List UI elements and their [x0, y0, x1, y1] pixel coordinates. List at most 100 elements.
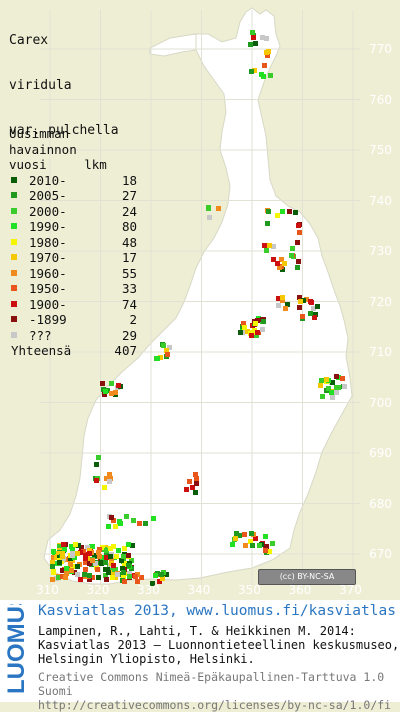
occurrence-square — [248, 42, 253, 47]
legend-count: 48 — [121, 234, 137, 250]
occurrence-square — [126, 563, 131, 568]
occurrence-square — [93, 561, 98, 566]
occurrence-square — [115, 572, 120, 577]
occurrence-square — [116, 383, 121, 388]
occurrence-square — [261, 319, 266, 324]
legend-row: 2010- 18 — [9, 173, 137, 189]
occurrence-square — [104, 548, 109, 553]
occurrence-square — [126, 553, 131, 558]
occurrence-square — [296, 223, 301, 228]
northing-tick-label: 730 — [369, 244, 392, 258]
occurrence-square — [194, 476, 199, 481]
occurrence-square — [230, 542, 235, 547]
occurrence-square — [276, 303, 281, 308]
occurrence-square — [110, 570, 115, 575]
legend-count: 55 — [121, 265, 137, 281]
occurrence-square — [87, 561, 92, 566]
legend-header-line: Uusimman — [9, 126, 70, 141]
legend-count: 80 — [121, 219, 137, 234]
occurrence-square — [271, 244, 276, 249]
legend-period: 1990- — [29, 219, 67, 234]
occurrence-square — [297, 305, 302, 310]
occurrence-square — [51, 549, 56, 554]
occurrence-square — [250, 30, 255, 35]
occurrence-square — [57, 544, 62, 549]
occurrence-square — [266, 209, 271, 214]
occurrence-square — [340, 376, 345, 381]
occurrence-square — [242, 325, 247, 330]
occurrence-square — [83, 556, 88, 561]
license-url[interactable]: http://creativecommons.org/licenses/by-n… — [38, 698, 392, 712]
occurrence-square — [159, 572, 164, 577]
legend-period: 1970- — [29, 250, 67, 265]
occurrence-square — [85, 545, 90, 550]
occurrence-square — [254, 333, 259, 338]
occurrence-square — [312, 315, 317, 320]
occurrence-square — [61, 542, 66, 547]
occurrence-square — [133, 574, 138, 579]
occurrence-square — [87, 577, 92, 582]
occurrence-square — [237, 533, 242, 538]
northing-tick-label: 750 — [369, 143, 392, 157]
occurrence-square — [245, 329, 250, 334]
occurrence-square — [51, 570, 56, 575]
occurrence-square — [265, 53, 270, 58]
occurrence-square — [277, 265, 282, 270]
occurrence-square — [68, 556, 73, 561]
occurrence-square — [207, 215, 212, 220]
occurrence-square — [96, 575, 101, 580]
occurrence-square — [102, 485, 107, 490]
occurrence-square — [253, 41, 258, 46]
occurrence-square — [68, 562, 73, 567]
occurrence-square — [70, 546, 75, 551]
cc-license-badge[interactable]: (cc) BY-NC-SA — [258, 569, 356, 585]
occurrence-square — [76, 543, 81, 548]
species-epithet: viridula — [9, 78, 72, 93]
occurrence-square — [72, 570, 77, 575]
occurrence-square — [100, 545, 105, 550]
occurrence-square — [70, 553, 75, 558]
svg-text:LUOMUS: LUOMUS — [4, 604, 30, 694]
occurrence-square — [94, 478, 99, 483]
occurrence-square — [194, 481, 199, 486]
legend-period: ??? — [29, 327, 52, 343]
occurrence-square — [60, 554, 65, 559]
occurrence-square — [280, 295, 285, 300]
occurrence-square — [184, 487, 189, 492]
legend-period: 2005- — [29, 188, 67, 203]
northing-tick-label: 720 — [369, 294, 392, 309]
occurrence-square — [69, 568, 74, 573]
occurrence-square — [100, 381, 105, 386]
occurrence-square — [260, 35, 265, 40]
occurrence-square — [193, 490, 198, 495]
occurrence-square — [287, 209, 292, 214]
legend-swatch — [11, 331, 17, 338]
atlas-link[interactable]: Kasviatlas 2013, www.luomus.fi/kasviatla… — [38, 603, 396, 619]
occurrence-square — [122, 579, 127, 584]
occurrence-square — [73, 542, 78, 547]
occurrence-square — [108, 546, 113, 551]
occurrence-square — [238, 330, 243, 335]
legend-row: 1900- 74 — [9, 297, 137, 313]
legend-row: 1990- 80 — [9, 219, 137, 235]
occurrence-square — [165, 352, 170, 357]
occurrence-square — [113, 575, 118, 580]
occurrence-square — [64, 566, 69, 571]
occurrence-square — [139, 575, 144, 580]
occurrence-square — [260, 327, 265, 332]
occurrence-square — [283, 306, 288, 311]
occurrence-square — [127, 574, 132, 579]
occurrence-square — [95, 567, 100, 572]
occurrence-square — [289, 253, 294, 258]
occurrence-square — [271, 257, 276, 262]
occurrence-square — [151, 516, 156, 521]
citation-line: Kasviatlas 2013 – Luonnontieteellinen ke… — [38, 638, 400, 652]
occurrence-square — [111, 518, 116, 523]
occurrence-square — [250, 543, 255, 548]
occurrence-square — [216, 206, 221, 211]
occurrence-square — [249, 333, 254, 338]
legend-period: 2000- — [29, 203, 67, 219]
legend-count: 33 — [121, 281, 137, 296]
occurrence-square — [106, 524, 111, 529]
occurrence-square — [164, 572, 169, 577]
